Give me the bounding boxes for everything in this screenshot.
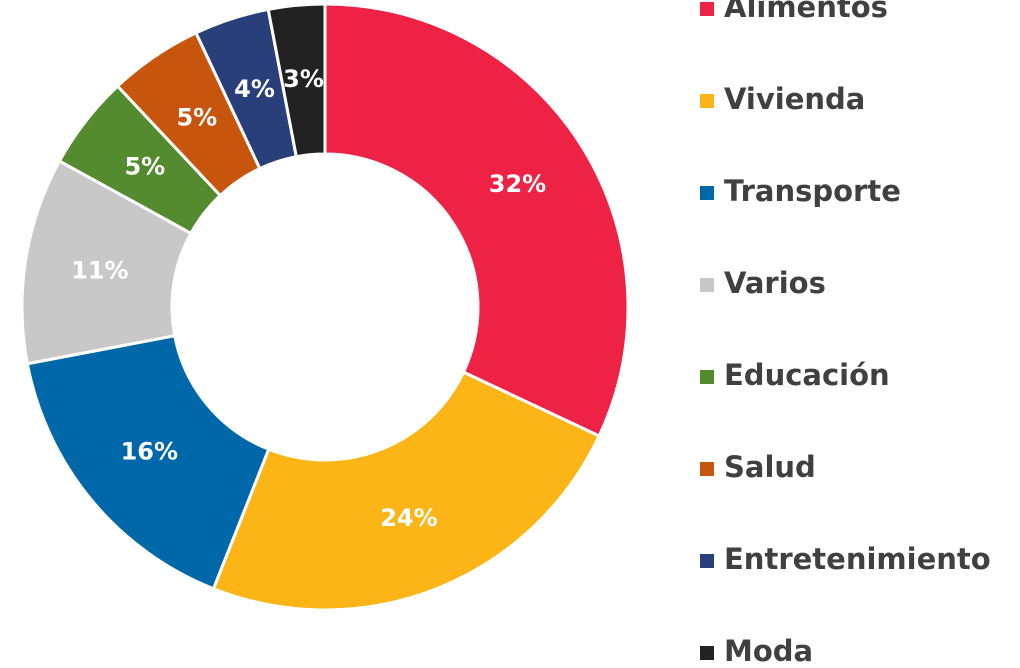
slice bbox=[25, 333, 271, 591]
legend-label: Moda bbox=[724, 634, 813, 668]
legend-label: Entretenimiento bbox=[724, 542, 991, 576]
legend-label: Vivienda bbox=[724, 82, 865, 116]
slice bbox=[266, 2, 327, 159]
legend-swatch bbox=[700, 278, 714, 292]
legend-swatch bbox=[700, 370, 714, 384]
value-label: 5% bbox=[176, 103, 217, 131]
legend-swatch bbox=[700, 554, 714, 568]
legend-swatch bbox=[700, 462, 714, 476]
legend-label: Salud bbox=[724, 450, 816, 484]
slice bbox=[323, 2, 630, 439]
legend-swatch bbox=[700, 94, 714, 108]
legend-label: Alimentos bbox=[724, 0, 888, 24]
value-label: 32% bbox=[489, 170, 546, 198]
legend-swatch bbox=[700, 186, 714, 200]
legend-swatch bbox=[700, 2, 714, 16]
value-label: 4% bbox=[234, 75, 275, 103]
legend-swatch bbox=[700, 646, 714, 660]
legend-label: Educación bbox=[724, 358, 890, 392]
legend-label: Varios bbox=[724, 266, 826, 300]
value-label: 3% bbox=[283, 65, 324, 93]
legend-label: Transporte bbox=[724, 174, 901, 208]
value-label: 5% bbox=[124, 152, 165, 180]
value-label: 24% bbox=[380, 504, 437, 532]
value-label: 11% bbox=[71, 256, 128, 284]
slice bbox=[211, 370, 602, 612]
value-label: 16% bbox=[121, 437, 178, 465]
